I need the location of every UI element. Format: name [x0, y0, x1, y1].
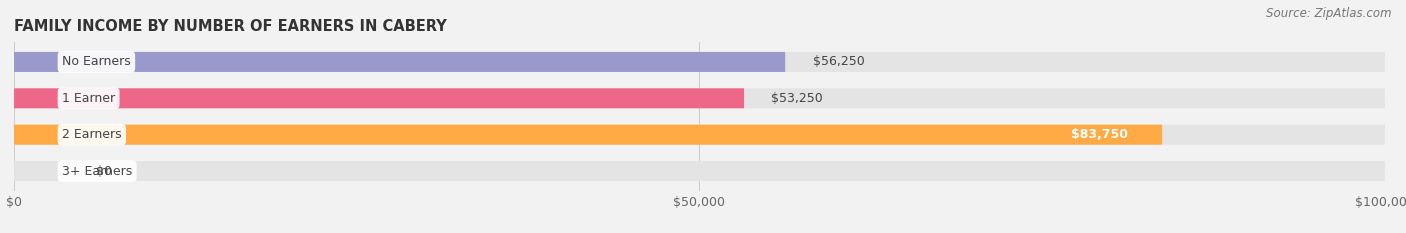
Text: $53,250: $53,250: [772, 92, 823, 105]
Text: $83,750: $83,750: [1071, 128, 1128, 141]
Text: 3+ Earners: 3+ Earners: [62, 164, 132, 178]
Text: 2 Earners: 2 Earners: [62, 128, 122, 141]
FancyBboxPatch shape: [14, 161, 1385, 181]
FancyBboxPatch shape: [14, 52, 785, 72]
Text: 1 Earner: 1 Earner: [62, 92, 115, 105]
Text: No Earners: No Earners: [62, 55, 131, 69]
FancyBboxPatch shape: [14, 88, 744, 108]
FancyBboxPatch shape: [14, 125, 1163, 145]
FancyBboxPatch shape: [14, 52, 1385, 72]
Text: $0: $0: [96, 164, 112, 178]
Text: $56,250: $56,250: [813, 55, 865, 69]
FancyBboxPatch shape: [14, 88, 1385, 108]
FancyBboxPatch shape: [14, 125, 1385, 145]
Text: Source: ZipAtlas.com: Source: ZipAtlas.com: [1267, 7, 1392, 20]
Text: FAMILY INCOME BY NUMBER OF EARNERS IN CABERY: FAMILY INCOME BY NUMBER OF EARNERS IN CA…: [14, 19, 447, 34]
